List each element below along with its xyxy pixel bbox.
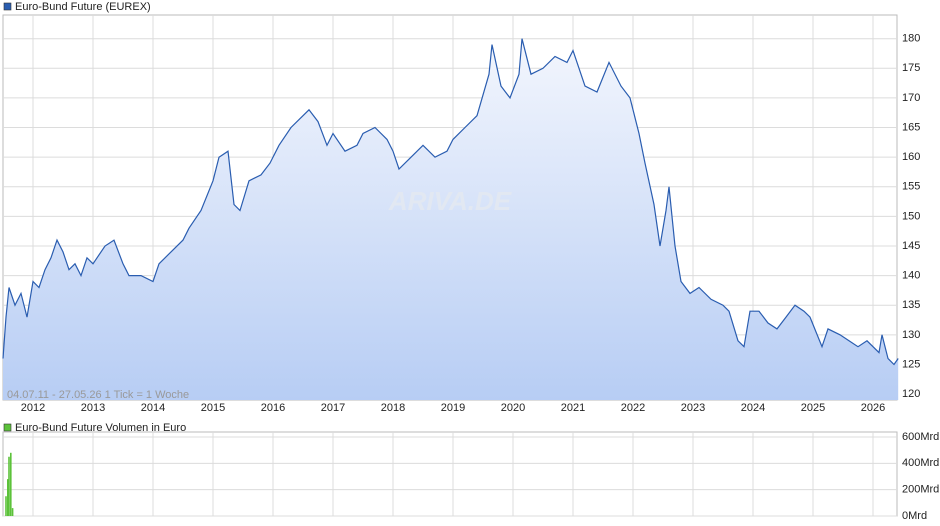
- y-tick-label: 400Mrd: [902, 457, 939, 469]
- y-tick-label: 130: [902, 329, 920, 341]
- y-tick-label: 0Mrd: [902, 510, 927, 522]
- price-line: [2, 38, 899, 366]
- y-tick-label: 160: [902, 151, 920, 163]
- volume-bar: [10, 452, 12, 516]
- y-tick-label: 140: [902, 270, 920, 282]
- y-tick-label: 135: [902, 299, 920, 311]
- y-tick-label: 165: [902, 121, 920, 133]
- area: [3, 38, 899, 400]
- y-tick-label: 175: [902, 62, 920, 74]
- x-tick-label: 2025: [801, 402, 825, 414]
- y-tick-label: 155: [902, 181, 920, 193]
- y-tick-label: 145: [902, 240, 920, 252]
- y-tick-label: 125: [902, 358, 920, 370]
- x-tick-label: 2015: [201, 402, 225, 414]
- x-tick-label: 2022: [621, 402, 645, 414]
- legend-label: Euro-Bund Future Volumen in Euro: [15, 422, 186, 434]
- y-tick-label: 200Mrd: [902, 484, 939, 496]
- x-tick-label: 2026: [861, 402, 885, 414]
- x-tick-label: 2023: [681, 402, 705, 414]
- x-tick-label: 2021: [561, 402, 585, 414]
- x-tick-label: 2024: [741, 402, 765, 414]
- volume-bar: [8, 456, 10, 516]
- volume-bar: [7, 479, 9, 516]
- x-tick-label: 2012: [21, 402, 45, 414]
- x-tick-label: 2018: [381, 402, 405, 414]
- x-tick-label: 2017: [321, 402, 345, 414]
- legend-label: Euro-Bund Future (EUREX): [15, 1, 151, 13]
- y-tick-label: 150: [902, 210, 920, 222]
- legend-swatch: [3, 423, 12, 432]
- watermark: ARIVA.DE: [388, 186, 512, 216]
- volume-bar: [5, 496, 7, 516]
- y-tick-label: 170: [902, 92, 920, 104]
- x-tick-label: 2013: [81, 402, 105, 414]
- plot-frame: [2, 431, 898, 517]
- x-tick-label: 2020: [501, 402, 525, 414]
- legend-swatch: [3, 2, 12, 11]
- x-tick-label: 2016: [261, 402, 285, 414]
- x-tick-label: 2014: [141, 402, 165, 414]
- annotation: 04.07.11 - 27.05.26 1 Tick = 1 Woche: [7, 389, 189, 401]
- x-tick-label: 2019: [441, 402, 465, 414]
- volume-bar: [11, 508, 14, 516]
- y-tick-label: 600Mrd: [902, 431, 939, 443]
- y-tick-label: 120: [902, 388, 920, 400]
- y-tick-label: 180: [902, 33, 920, 45]
